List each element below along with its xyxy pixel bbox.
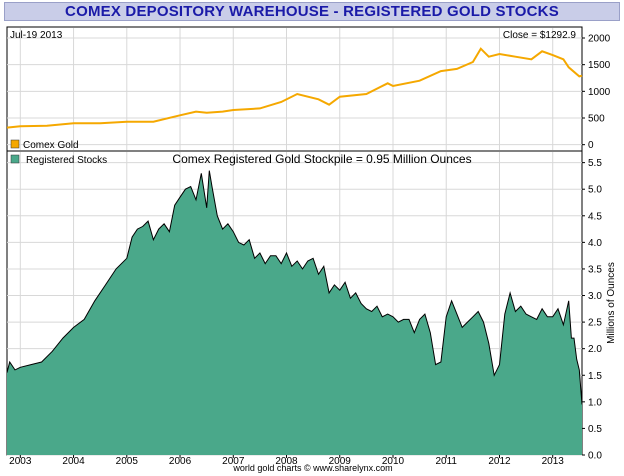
stock-y-tick-label: 5.5 [588, 158, 602, 169]
stock-y-tick-label: 1.0 [588, 397, 602, 408]
stock-y-tick-label: 5.0 [588, 185, 602, 196]
stock-y-tick-label: 3.0 [588, 291, 602, 302]
gold-y-tick-label: 2000 [588, 34, 611, 45]
stock-y-tick-label: 2.0 [588, 344, 602, 355]
gold-y-axis: 0 500 1000 1500 2000 [582, 34, 611, 152]
stocks-legend-swatch [11, 155, 19, 163]
x-tick-label: 2012 [488, 456, 511, 467]
gold-y-tick-label: 1000 [588, 87, 611, 98]
close-label: Close = $1292.9 [503, 30, 577, 41]
x-tick-label: 2006 [169, 456, 192, 467]
stock-y-tick-label: 3.5 [588, 264, 602, 275]
y-axis-label: Millions of Ounces [606, 262, 617, 344]
stock-y-tick-label: 0.5 [588, 424, 602, 435]
x-tick-label: 2013 [542, 456, 565, 467]
chart-svg: 0 500 1000 1500 2000 0.0 0.5 1.0 1.5 2.0 2.5 3.0 3.… [0, 0, 624, 476]
date-label: Jul-19 2013 [10, 30, 63, 41]
gold-legend-label: Comex Gold [23, 140, 79, 151]
stock-y-tick-label: 4.0 [588, 238, 602, 249]
stock-y-tick-label: 0.0 [588, 451, 602, 462]
stocks-legend-label: Registered Stocks [26, 155, 107, 166]
footer-credit: world gold charts © www.sharelynx.com [232, 463, 392, 473]
stocks-y-axis: 0.0 0.5 1.0 1.5 2.0 2.5 3.0 3.5 4.0 4.5 5.0 5.5 [582, 158, 602, 461]
chart-frame: COMEX DEPOSITORY WAREHOUSE - REGISTERED … [0, 0, 624, 476]
gold-legend-swatch [11, 140, 19, 148]
stock-y-tick-label: 2.5 [588, 318, 602, 329]
gold-y-tick-label: 1500 [588, 60, 611, 71]
stock-y-tick-label: 4.5 [588, 211, 602, 222]
stock-y-tick-label: 1.5 [588, 371, 602, 382]
x-tick-label: 2004 [62, 456, 85, 467]
stocks-chart-title: Comex Registered Gold Stockpile = 0.95 M… [172, 152, 471, 166]
gold-y-tick-label: 500 [588, 114, 605, 125]
x-tick-label: 2005 [116, 456, 139, 467]
x-tick-label: 2003 [9, 456, 32, 467]
x-tick-label: 2011 [435, 456, 457, 467]
gold-y-tick-label: 0 [588, 140, 594, 151]
